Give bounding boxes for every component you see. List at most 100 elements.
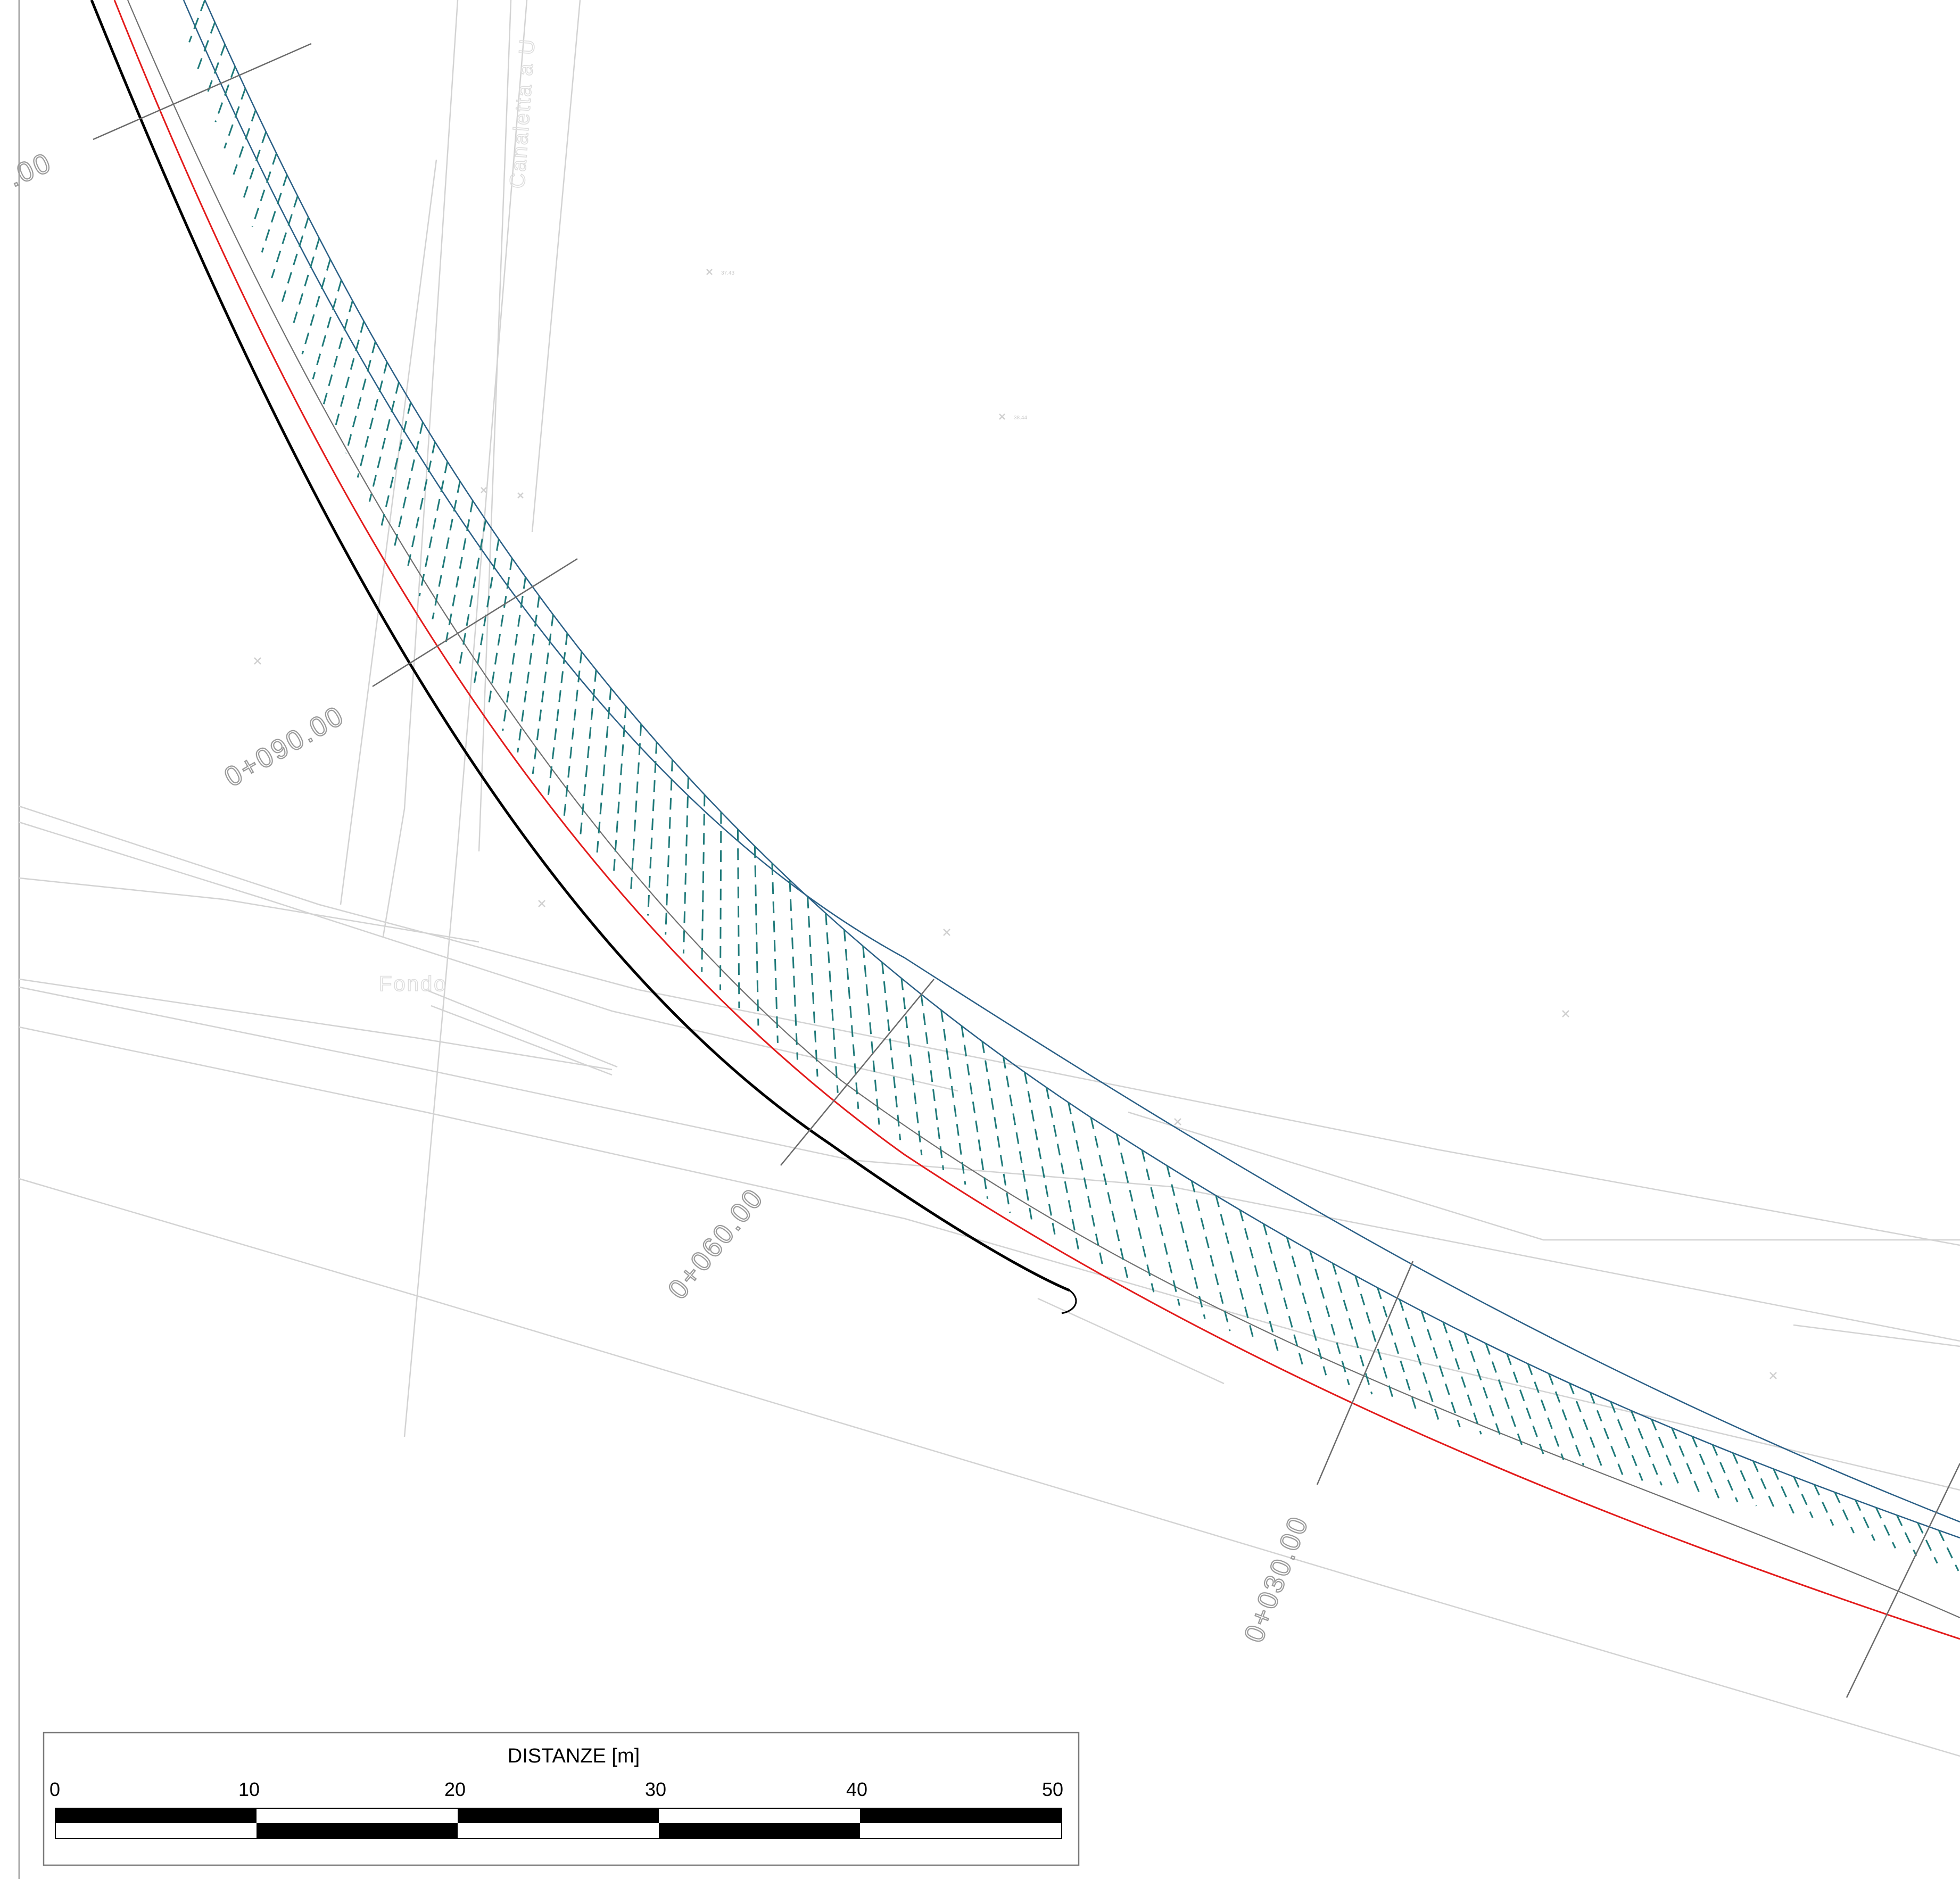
- slope-hatch-dash: [473, 539, 500, 688]
- slope-hatch-dash: [1442, 1321, 1482, 1435]
- slope-hatch-dash: [665, 759, 673, 935]
- slope-hatch-dash: [1215, 1195, 1255, 1343]
- slope-hatch-dash: [1377, 1287, 1418, 1412]
- slope-hatch-dash: [224, 88, 246, 149]
- slope-hatch-dash: [418, 461, 449, 597]
- slope-hatch: [188, 0, 1959, 1571]
- slope-hatch-dash: [1896, 1514, 1917, 1557]
- slope-hatch-dash: [251, 153, 277, 227]
- slope-hatch-dash: [789, 880, 798, 1060]
- slope-hatch-dash: [1610, 1401, 1643, 1481]
- slope-hatch-dash: [459, 519, 487, 665]
- slope-hatch-dash: [368, 382, 400, 502]
- black-axis-end-hook: [1061, 1289, 1077, 1314]
- slope-hatch-dash: [1691, 1436, 1720, 1499]
- slope-hatch-dash: [1917, 1522, 1938, 1564]
- slope-hatch-dash: [1190, 1180, 1231, 1331]
- scale-segment-20-30-top: [458, 1808, 659, 1823]
- section-line-000: [1846, 1463, 1960, 1698]
- black-axis: [90, 0, 1070, 1292]
- slope-hatch-dash: [981, 1041, 1011, 1213]
- spot-elevation-1: 37.43: [721, 270, 734, 276]
- slope-hatch-dash: [920, 994, 945, 1170]
- slope-hatch-dash: [807, 897, 818, 1077]
- scale-segment-0-10-top: [55, 1808, 257, 1823]
- slope-hatch-dash: [900, 978, 923, 1156]
- slope-hatch-dash: [1420, 1311, 1461, 1428]
- inner-gray-edge: [127, 0, 1960, 1619]
- station-label-030: 0+030.00: [1238, 1511, 1315, 1647]
- slope-hatch-dash: [1090, 1117, 1129, 1279]
- slope-hatch-dash: [532, 614, 554, 774]
- slope-hatch-dash: [214, 66, 236, 122]
- slope-hatch-dash: [580, 669, 597, 837]
- slope-hatch-dash: [1752, 1460, 1776, 1510]
- red-axis: [113, 0, 1960, 1640]
- scale-tick-30: 30: [645, 1778, 666, 1800]
- slope-hatch-dash: [737, 829, 740, 1008]
- spot-elevation-2: 38.44: [1014, 415, 1027, 421]
- slope-hatch-dash: [1332, 1263, 1373, 1395]
- slope-hatch-dash: [1938, 1530, 1959, 1571]
- slope-hatch-dash: [271, 196, 299, 278]
- slope-hatch-dash: [1068, 1102, 1104, 1266]
- slope-hatch-dash: [1589, 1392, 1624, 1476]
- slope-hatch-dash: [630, 724, 642, 897]
- slope-hatch-dash: [1834, 1492, 1855, 1534]
- station-label-090: 0+090.00: [219, 700, 350, 793]
- slope-hatch-dash: [1568, 1383, 1605, 1471]
- outer-blue-edge-1: [183, 0, 1960, 1523]
- slope-hatch-dash: [345, 341, 376, 454]
- slope-hatch-dash: [1166, 1165, 1206, 1319]
- slope-hatch-dash: [843, 930, 859, 1109]
- slope-hatch-dash: [1239, 1210, 1280, 1355]
- slope-hatch-dash: [312, 279, 342, 379]
- scale-bar: DISTANZE [m] 0 10 20 30 40 50: [43, 1732, 1080, 1866]
- slope-hatch-dash: [197, 22, 216, 70]
- slope-hatch-dash: [771, 863, 779, 1043]
- slope-hatch-dash: [1671, 1427, 1701, 1495]
- slope-hatch-dash: [961, 1025, 989, 1199]
- slope-hatch-dash: [1115, 1133, 1155, 1293]
- slope-hatch-dash: [280, 217, 309, 304]
- slope-hatch-dash: [1141, 1149, 1180, 1306]
- slope-hatch-dash: [487, 558, 513, 709]
- slope-hatch-dash: [1024, 1072, 1057, 1240]
- slope-hatch-dash: [1309, 1250, 1350, 1386]
- slope-hatch-dash: [301, 259, 332, 354]
- slope-hatch-dash: [613, 706, 627, 877]
- slope-hatch-dash: [647, 742, 658, 916]
- slope-hatch-dash: [188, 0, 206, 43]
- slope-hatch-dash: [563, 651, 583, 816]
- slope-hatch-dash: [940, 1010, 966, 1185]
- slope-hatch-dash: [754, 846, 759, 1026]
- slope-hatch-dash: [1399, 1299, 1440, 1420]
- slope-hatch-dash: [596, 688, 612, 857]
- slope-hatch-dash: [291, 238, 320, 329]
- scale-tick-20: 20: [444, 1778, 466, 1800]
- slope-hatch-dash: [393, 421, 424, 550]
- slope-hatch-dash: [233, 110, 257, 175]
- scale-tick-40: 40: [846, 1778, 867, 1800]
- slope-hatch-dash: [682, 777, 689, 954]
- slope-hatch-dash: [1651, 1419, 1682, 1491]
- outer-blue-edge-2: [204, 0, 1960, 1539]
- context-lines: [19, 0, 1960, 1757]
- canaletta-label: Canaletta a U: [506, 37, 540, 189]
- slope-hatch-dash: [1875, 1507, 1896, 1549]
- slope-hatch-dash: [517, 595, 540, 753]
- slope-hatch-dash: [445, 500, 474, 642]
- slope-hatch-dash: [1527, 1363, 1565, 1460]
- slope-hatch-dash: [1711, 1444, 1739, 1503]
- station-label-top: .00: [3, 147, 57, 193]
- survey-crosses: [254, 269, 1777, 1379]
- slope-hatch-dash: [406, 442, 436, 573]
- station-label-060: 0+060.00: [662, 1182, 770, 1305]
- section-line-030: [1316, 1261, 1414, 1485]
- slope-hatch-dash: [1045, 1087, 1080, 1253]
- cross-sections: [93, 43, 1960, 1698]
- slope-hatch-dash: [1855, 1500, 1875, 1541]
- fondo-label: Fondo: [379, 972, 447, 996]
- slope-hatch-dash: [1630, 1410, 1663, 1486]
